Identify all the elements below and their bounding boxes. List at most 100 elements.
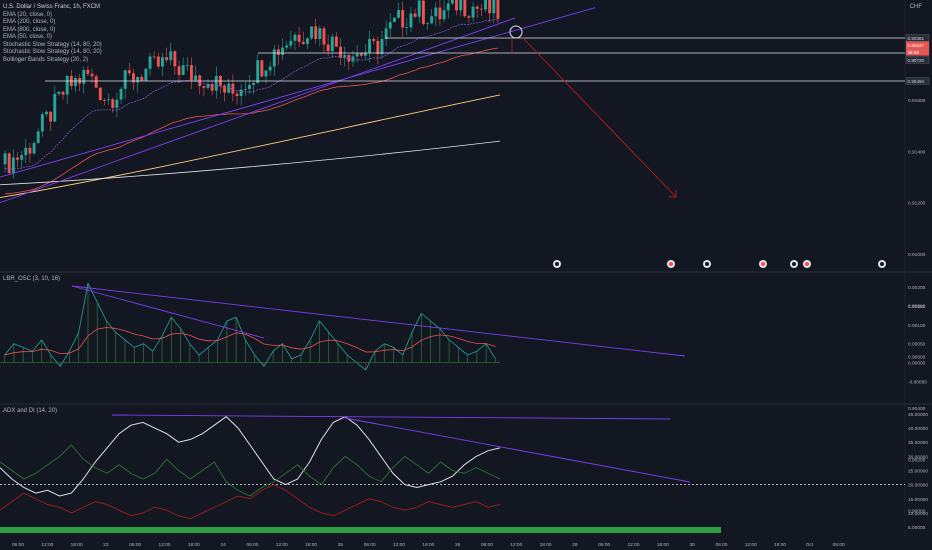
candle-body [459, 0, 463, 11]
candle-body [161, 57, 164, 67]
event-marker-dot [792, 262, 796, 266]
indicator-stoch-2[interactable]: Stochastic Slow Strategy (14, 80, 20) [3, 49, 102, 55]
candle-body [368, 39, 371, 53]
time-tick-label: 30 [689, 542, 695, 548]
adx-tick-label: 5.00000 [908, 525, 926, 531]
adx-trendline-down [344, 417, 691, 483]
time-tick-label: 06:00 [833, 542, 845, 548]
candle-body [57, 91, 61, 94]
candle-body [214, 75, 218, 91]
candle-body [243, 88, 247, 90]
event-marker-dot [880, 262, 884, 266]
di-minus-line [0, 484, 501, 520]
candle-body [426, 23, 429, 25]
time-tick-label: 24 [221, 542, 227, 548]
time-tick-label: 18:00 [71, 542, 83, 548]
candle-body [318, 28, 322, 40]
candle-body [434, 7, 438, 17]
time-tick-label: 12:00 [510, 542, 522, 548]
currency-label: CHF [909, 4, 922, 10]
candle-body [479, 8, 483, 10]
adx-tick-label: 40.00000 [908, 426, 928, 432]
candle-body [442, 10, 446, 20]
candle-body [492, 0, 496, 14]
candle-body [463, 0, 467, 17]
price-label-box [905, 56, 930, 64]
candle-body [239, 89, 243, 96]
time-tick-label: 12:00 [159, 542, 171, 548]
candle-body [210, 84, 214, 91]
candle-body [119, 88, 123, 100]
projection-arrow [521, 36, 677, 198]
candle-body [7, 153, 11, 174]
time-tick-label: 06:00 [12, 542, 24, 548]
candle-body [231, 83, 235, 94]
adx-line [0, 416, 501, 497]
candle-body [405, 27, 409, 29]
candle-body [413, 13, 417, 17]
candle-body [140, 76, 144, 81]
candle-body [94, 76, 98, 88]
indicator-ema50[interactable]: EMA (50, close, 0) [3, 34, 53, 40]
candle-body [455, 0, 458, 11]
candle-body [376, 40, 380, 55]
candle-body [401, 10, 405, 28]
candle-body [32, 143, 36, 154]
candle-body [438, 7, 442, 20]
indicator-stoch-1[interactable]: Stochastic Slow Strategy (14, 80, 20) [3, 41, 102, 48]
price-tick-label: 0.91400 [908, 149, 926, 155]
osc-tick-label: 0.00200 [908, 285, 926, 291]
time-tick-label: 06:00 [129, 542, 141, 548]
osc-tick-label: 0.00100 [908, 323, 926, 329]
adx-pane-label[interactable]: ADX and DI (14, 20) [3, 408, 58, 414]
osc-line [4, 282, 496, 371]
adx-tick-label: 45.00000 [908, 412, 928, 418]
indicator-ema20[interactable]: EMA (20, close, 0) [3, 11, 53, 18]
candle-body [132, 73, 135, 83]
candle-body [148, 56, 152, 69]
price-tick-label: 0.90400 [908, 406, 926, 412]
candle-body [16, 157, 19, 160]
candle-body [40, 114, 44, 132]
time-tick-label: 12:00 [276, 542, 288, 548]
di-plus-line [0, 444, 501, 497]
candle-body [430, 16, 434, 24]
price-label-box [905, 77, 930, 85]
candle-body [421, 0, 425, 24]
time-tick-label: 29 [572, 542, 578, 548]
osc-tick-label: 0.00000 [908, 361, 926, 367]
candle-body [90, 73, 94, 77]
price-tick-label: 0.90600 [908, 355, 926, 361]
candle-body [107, 99, 111, 101]
indicator-ema200[interactable]: EMA (200, close, 0) [3, 19, 56, 25]
time-tick-label: 26 [455, 542, 461, 548]
candle-body [475, 6, 479, 9]
candle-body [363, 52, 367, 56]
adx-trendline-flat [111, 414, 671, 420]
osc-pane-label[interactable]: LBR_OSC (3, 10, 16) [3, 276, 61, 282]
indicator-bollinger[interactable]: Bollinger Bands Strategy (20, 2) [3, 56, 89, 63]
price-label: 0.90494 [908, 79, 925, 84]
candle-body [450, 0, 454, 4]
candle-body [24, 147, 28, 156]
price-tick-label: 0.90000 [908, 509, 926, 515]
candle-body [165, 57, 169, 61]
projection-arrowhead [669, 190, 677, 198]
price-label-box [905, 48, 930, 56]
adx-tick-label: 20.00000 [908, 483, 928, 489]
candle-body [409, 13, 413, 28]
price-label: 0.90720 [908, 58, 925, 63]
candle-body [115, 99, 119, 108]
candle-body [36, 131, 40, 144]
candle-body [28, 147, 32, 154]
candle-body [20, 155, 24, 160]
osc-tick-label: -0.00050 [908, 379, 927, 385]
price-tick-label: 0.91600 [908, 98, 926, 104]
candle-body [74, 78, 77, 87]
candle-body [49, 111, 53, 122]
candle-body [268, 66, 272, 71]
time-tick-label: 18:00 [422, 542, 434, 548]
indicator-ema800[interactable]: EMA (800, close, 0) [3, 26, 56, 33]
candle-body [65, 75, 69, 95]
